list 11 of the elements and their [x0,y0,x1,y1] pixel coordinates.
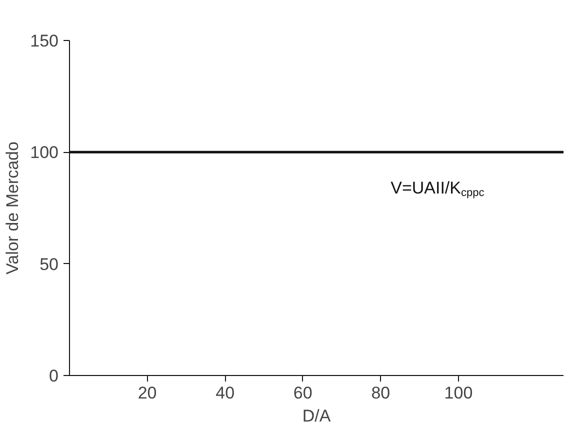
y-tick-label: 100 [30,143,59,162]
y-tick-label: 50 [40,254,59,274]
x-tick-label: 40 [216,384,235,402]
x-tick-label: 60 [293,384,312,402]
y-tick-label: 150 [30,32,59,50]
y-tick-label: 0 [49,366,59,386]
x-axis-title: D/A [302,406,332,426]
x-tick-label: 100 [444,384,473,402]
x-tick-label: 80 [371,384,390,402]
x-tick-label: 20 [138,384,157,402]
y-axis-title: Valor de Mercado [3,142,22,274]
